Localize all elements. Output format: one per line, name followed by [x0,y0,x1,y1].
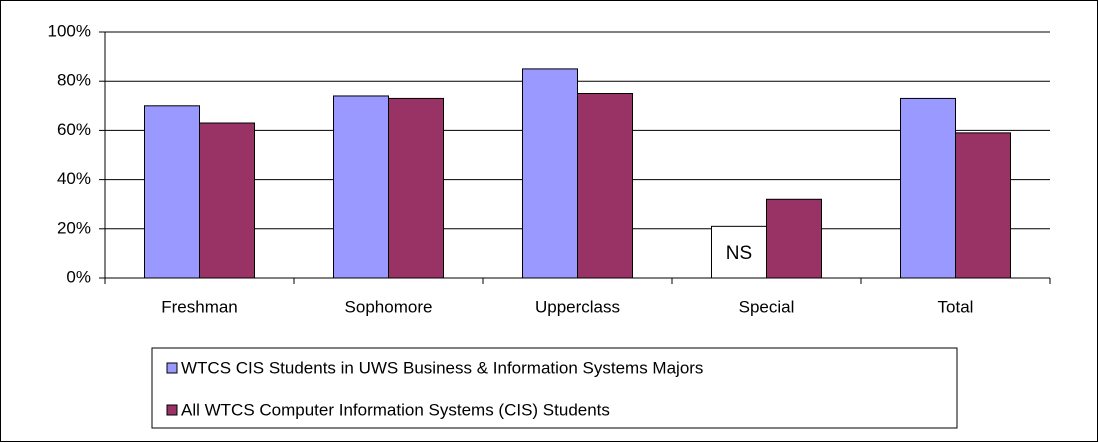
x-tick-label: Freshman [161,297,238,316]
bar [577,93,633,279]
bar [522,68,578,279]
y-tick-label: 100% [48,21,91,40]
bar [711,225,767,279]
legend-swatch [166,404,178,416]
y-tick-label: 0% [66,267,91,286]
legend-box [151,347,958,429]
x-tick-label: Special [739,297,795,316]
bar [388,97,444,279]
y-tick-label: 60% [57,120,91,139]
legend-label: All WTCS Computer Information Systems (C… [181,400,610,419]
y-tick-label: 40% [57,169,91,188]
bar [900,97,956,279]
annotation: NS [726,243,752,264]
legend-swatch [166,362,178,374]
x-tick-label: Total [938,297,974,316]
y-tick-label: 20% [57,218,91,237]
bar [333,95,389,279]
y-tick-label: 80% [57,71,91,90]
legend-label: WTCS CIS Students in UWS Business & Info… [181,358,703,377]
bar [955,132,1011,279]
x-tick-label: Sophomore [345,297,433,316]
bar [766,198,822,279]
bar [144,105,200,279]
x-tick-label: Upperclass [535,297,620,316]
bar [199,122,255,279]
